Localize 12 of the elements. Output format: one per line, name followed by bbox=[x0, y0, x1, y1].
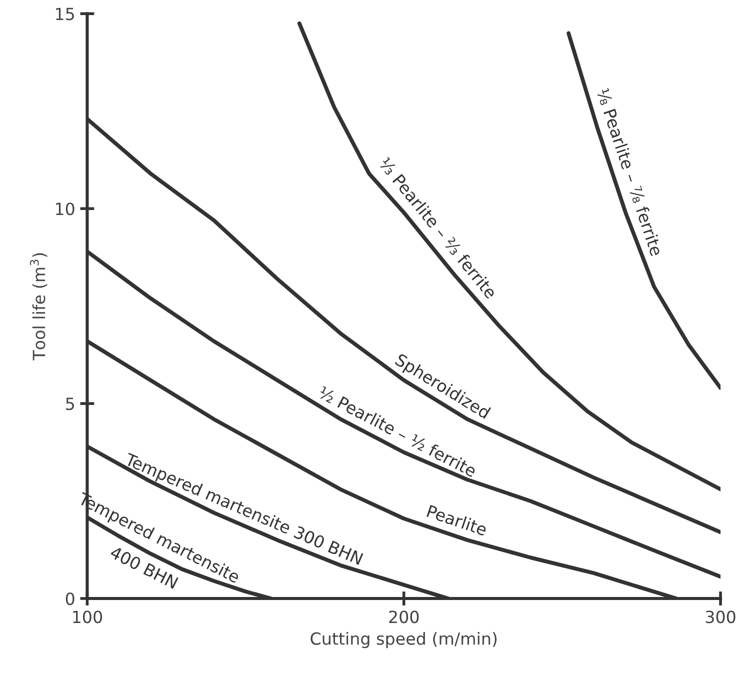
x-tick-label: 200 bbox=[389, 610, 419, 624]
y-tick-label: 10 bbox=[56, 202, 74, 216]
text: ⅛ Pearlite – ⅞ ferrite bbox=[596, 88, 664, 257]
y-tick-label: 15 bbox=[56, 8, 74, 20]
y-axis-title: Tool life (m$^{3}$) bbox=[30, 253, 48, 360]
x-tick-label: 300 bbox=[706, 610, 736, 624]
y-tick-label: 5 bbox=[66, 398, 74, 410]
line-series bbox=[566, 31, 721, 390]
line-series bbox=[297, 21, 721, 492]
y-tick-label: 0 bbox=[66, 592, 74, 606]
x-tick-label: 100 bbox=[73, 610, 102, 624]
x-axis-title: Cutting speed (m/min) bbox=[310, 632, 497, 648]
